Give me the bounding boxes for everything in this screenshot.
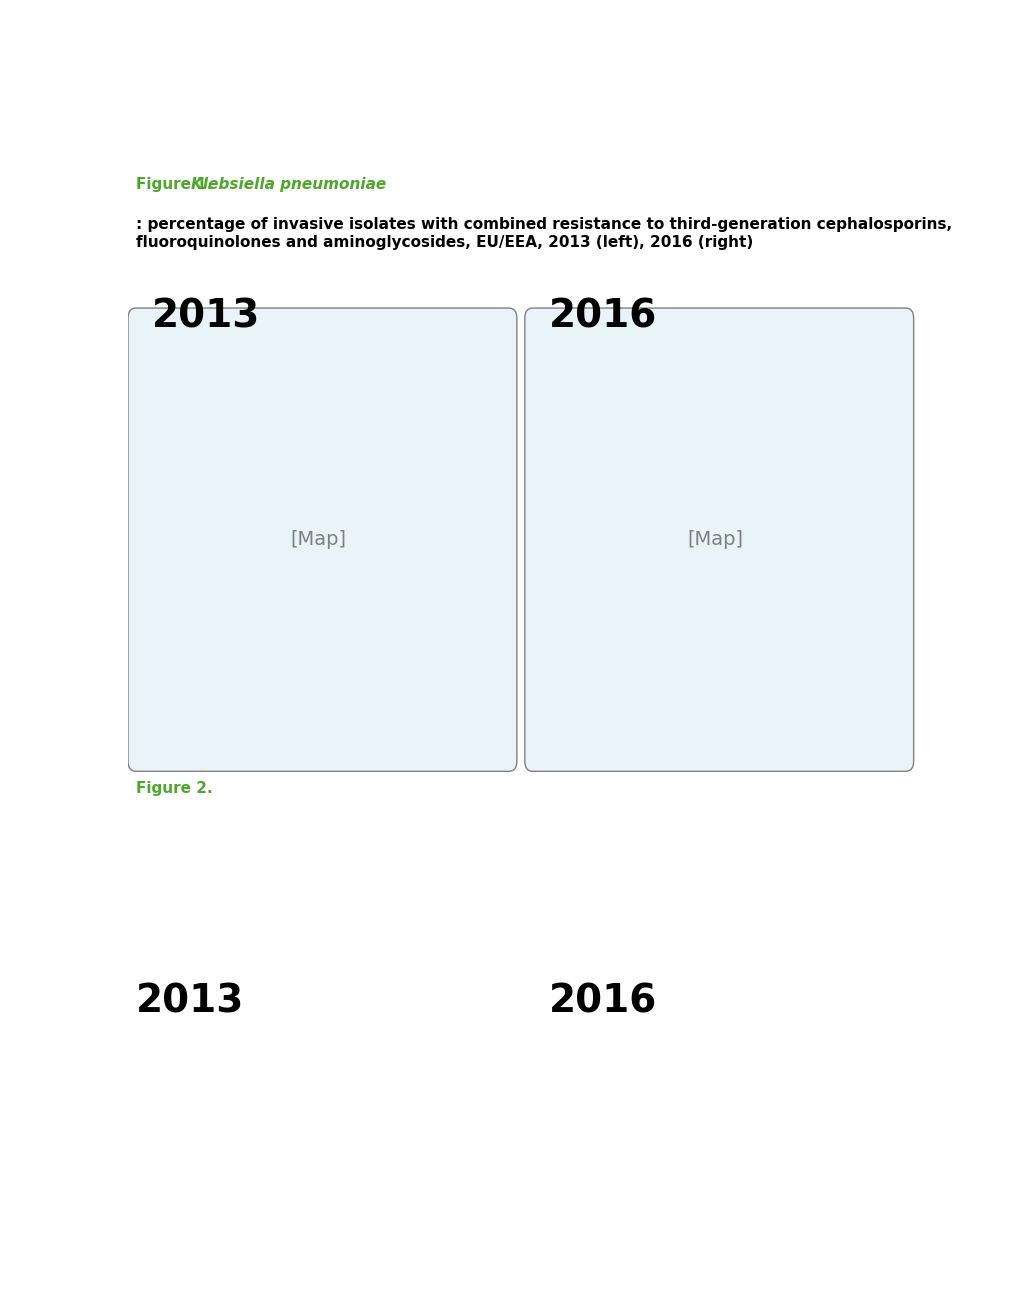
Text: 2016: 2016 bbox=[549, 298, 656, 336]
Text: Figure 2.: Figure 2. bbox=[136, 781, 218, 797]
Text: [Map]: [Map] bbox=[687, 530, 743, 549]
Text: Figure 1.: Figure 1. bbox=[136, 177, 217, 192]
Text: : percentage of invasive isolates with combined resistance to third-generation c: : percentage of invasive isolates with c… bbox=[136, 217, 952, 250]
Text: 2013: 2013 bbox=[152, 298, 260, 336]
Text: Klebsiella pneumoniae: Klebsiella pneumoniae bbox=[191, 177, 387, 192]
FancyBboxPatch shape bbox=[128, 309, 517, 772]
Text: 2016: 2016 bbox=[549, 982, 656, 1020]
FancyBboxPatch shape bbox=[524, 309, 913, 772]
Text: [Map]: [Map] bbox=[291, 530, 346, 549]
Text: 2013: 2013 bbox=[136, 982, 245, 1020]
